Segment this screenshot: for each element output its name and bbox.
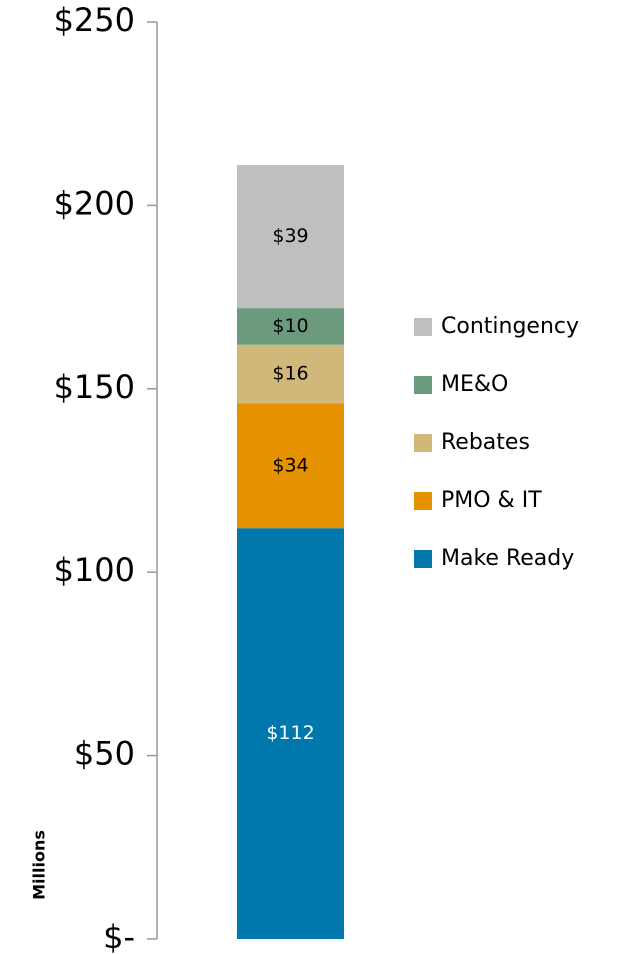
data-label: $10 xyxy=(272,315,308,337)
data-label: $39 xyxy=(272,225,308,247)
legend-label: Rebates xyxy=(441,430,530,455)
y-tick-label: $50 xyxy=(74,735,135,773)
legend-swatch xyxy=(414,318,432,336)
data-label: $112 xyxy=(266,722,314,744)
legend-label: ME&O xyxy=(441,372,508,397)
bar-segment xyxy=(237,344,344,404)
data-label: $16 xyxy=(272,363,308,385)
legend-label: PMO & IT xyxy=(441,488,542,513)
bar-segment xyxy=(237,403,344,529)
data-label: $34 xyxy=(272,454,308,476)
legend-swatch xyxy=(414,550,432,568)
bar-segment xyxy=(237,308,344,345)
y-axis-label: Millions xyxy=(30,830,49,900)
y-tick-label: $150 xyxy=(54,368,135,406)
y-tick-label: $200 xyxy=(54,184,135,222)
legend-swatch xyxy=(414,376,432,394)
y-tick-label: $250 xyxy=(54,1,135,39)
bar-segment xyxy=(237,528,344,939)
y-tick-label: $- xyxy=(103,918,135,954)
legend-label: Make Ready xyxy=(441,546,574,571)
legend-label: Contingency xyxy=(441,314,579,339)
legend-swatch xyxy=(414,492,432,510)
bar-segment xyxy=(237,165,344,309)
legend-swatch xyxy=(414,434,432,452)
y-tick-label: $100 xyxy=(54,551,135,589)
